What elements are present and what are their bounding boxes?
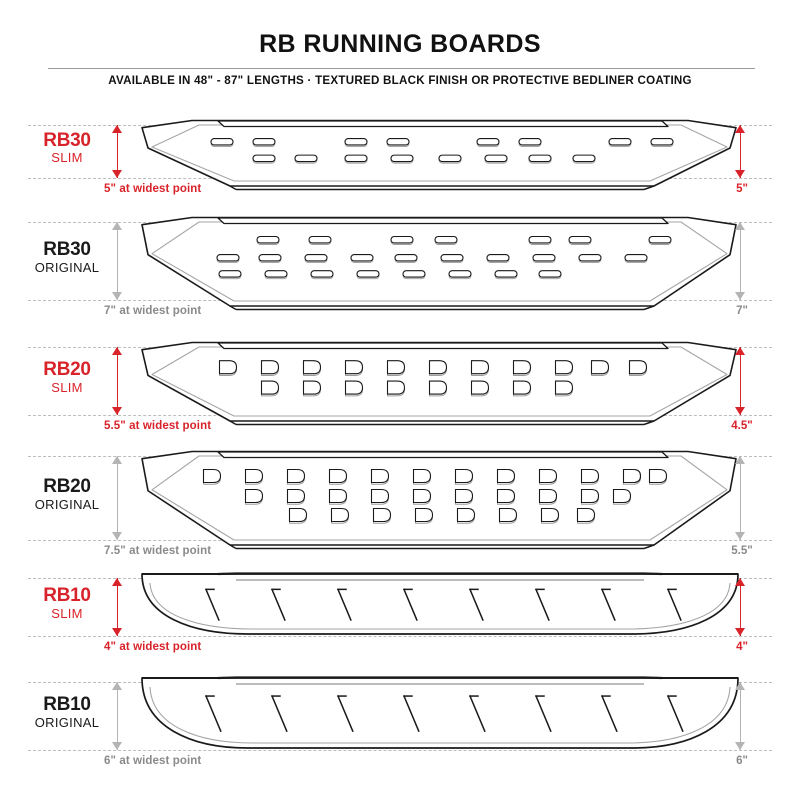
arrow-head-down-icon: [735, 532, 745, 540]
board-illustration: [140, 340, 740, 433]
arrow-head-up-icon: [735, 456, 745, 464]
height-dimension-arrow: [735, 222, 746, 300]
width-caption: 5" at widest point: [104, 183, 202, 195]
arrow-head-down-icon: [112, 532, 122, 540]
model-label-block: RB30 SLIM: [28, 129, 106, 167]
model-name: RB20: [43, 359, 91, 380]
header-divider: [48, 68, 755, 69]
height-caption: 5": [736, 183, 748, 195]
arrow-shaft: [117, 682, 119, 750]
arrow-head-up-icon: [735, 578, 745, 586]
board-illustration: [140, 571, 740, 647]
arrow-head-up-icon: [112, 578, 122, 586]
model-variant: SLIM: [51, 605, 83, 621]
guide-line-bottom: [28, 636, 772, 637]
arrow-shaft: [117, 125, 119, 178]
model-label-block: RB10 SLIM: [28, 586, 106, 622]
model-label-block: RB20 SLIM: [28, 360, 106, 396]
model-variant: ORIGINAL: [34, 496, 100, 512]
arrow-head-up-icon: [112, 682, 122, 690]
model-variant: SLIM: [51, 379, 83, 395]
arrow-head-down-icon: [735, 742, 745, 750]
model-name: RB20: [43, 476, 91, 497]
board-illustration: [140, 449, 740, 557]
model-label-block: RB20 ORIGINAL: [28, 477, 106, 513]
arrow-head-down-icon: [735, 170, 745, 178]
arrow-head-up-icon: [112, 347, 122, 355]
arrow-head-up-icon: [735, 347, 745, 355]
model-variant: SLIM: [51, 150, 83, 166]
width-dimension-arrow: [112, 578, 123, 636]
height-caption: 4.5": [731, 420, 753, 432]
page-subtitle: AVAILABLE IN 48" - 87" LENGTHS · TEXTURE…: [108, 74, 692, 87]
board-illustration: [140, 118, 740, 198]
width-caption: 7" at widest point: [104, 305, 202, 317]
arrow-head-down-icon: [112, 292, 122, 300]
height-caption: 7": [736, 305, 748, 317]
arrow-shaft: [117, 222, 119, 300]
height-dimension-arrow: [735, 578, 746, 636]
width-dimension-arrow: [112, 222, 123, 300]
arrow-head-down-icon: [735, 407, 745, 415]
model-name: RB10: [43, 694, 91, 715]
arrow-shaft: [740, 682, 742, 750]
arrow-head-down-icon: [735, 292, 745, 300]
width-dimension-arrow: [112, 682, 123, 750]
width-caption: 4" at widest point: [104, 641, 202, 653]
arrow-shaft: [740, 222, 742, 300]
width-dimension-arrow: [112, 125, 123, 178]
arrow-head-down-icon: [735, 628, 745, 636]
guide-line-bottom: [28, 750, 772, 751]
board-illustration: [140, 215, 740, 318]
height-caption: 6": [736, 755, 748, 767]
arrow-shaft: [740, 347, 742, 415]
height-dimension-arrow: [735, 347, 746, 415]
height-caption: 5.5": [731, 545, 753, 557]
page-title: RB RUNNING BOARDS: [259, 30, 541, 58]
height-dimension-arrow: [735, 682, 746, 750]
model-name: RB30: [43, 129, 91, 151]
arrow-head-up-icon: [112, 456, 122, 464]
arrow-shaft: [117, 456, 119, 540]
width-caption: 6" at widest point: [104, 755, 202, 767]
board-illustration: [140, 675, 740, 761]
page-header: RB RUNNING BOARDS AVAILABLE IN 48" - 87"…: [0, 0, 800, 100]
arrow-head-up-icon: [735, 222, 745, 230]
arrow-head-up-icon: [735, 125, 745, 133]
model-variant: ORIGINAL: [34, 714, 100, 730]
arrow-head-down-icon: [112, 170, 122, 178]
height-dimension-arrow: [735, 125, 746, 178]
model-label-block: RB30 ORIGINAL: [28, 240, 106, 276]
arrow-shaft: [740, 578, 742, 636]
arrow-head-up-icon: [112, 222, 122, 230]
arrow-shaft: [740, 125, 742, 178]
model-variant: ORIGINAL: [34, 259, 100, 275]
arrow-shaft: [117, 578, 119, 636]
width-dimension-arrow: [112, 456, 123, 540]
arrow-shaft: [740, 456, 742, 540]
arrow-head-up-icon: [735, 682, 745, 690]
width-dimension-arrow: [112, 347, 123, 415]
model-name: RB10: [43, 585, 91, 606]
arrow-head-down-icon: [112, 628, 122, 636]
arrow-head-down-icon: [112, 407, 122, 415]
model-label-block: RB10 ORIGINAL: [28, 695, 106, 731]
arrow-head-up-icon: [112, 125, 122, 133]
height-caption: 4": [736, 641, 748, 653]
arrow-head-down-icon: [112, 742, 122, 750]
arrow-shaft: [117, 347, 119, 415]
model-name: RB30: [43, 239, 91, 260]
width-caption: 7.5" at widest point: [104, 545, 212, 557]
width-caption: 5.5" at widest point: [104, 420, 212, 432]
height-dimension-arrow: [735, 456, 746, 540]
